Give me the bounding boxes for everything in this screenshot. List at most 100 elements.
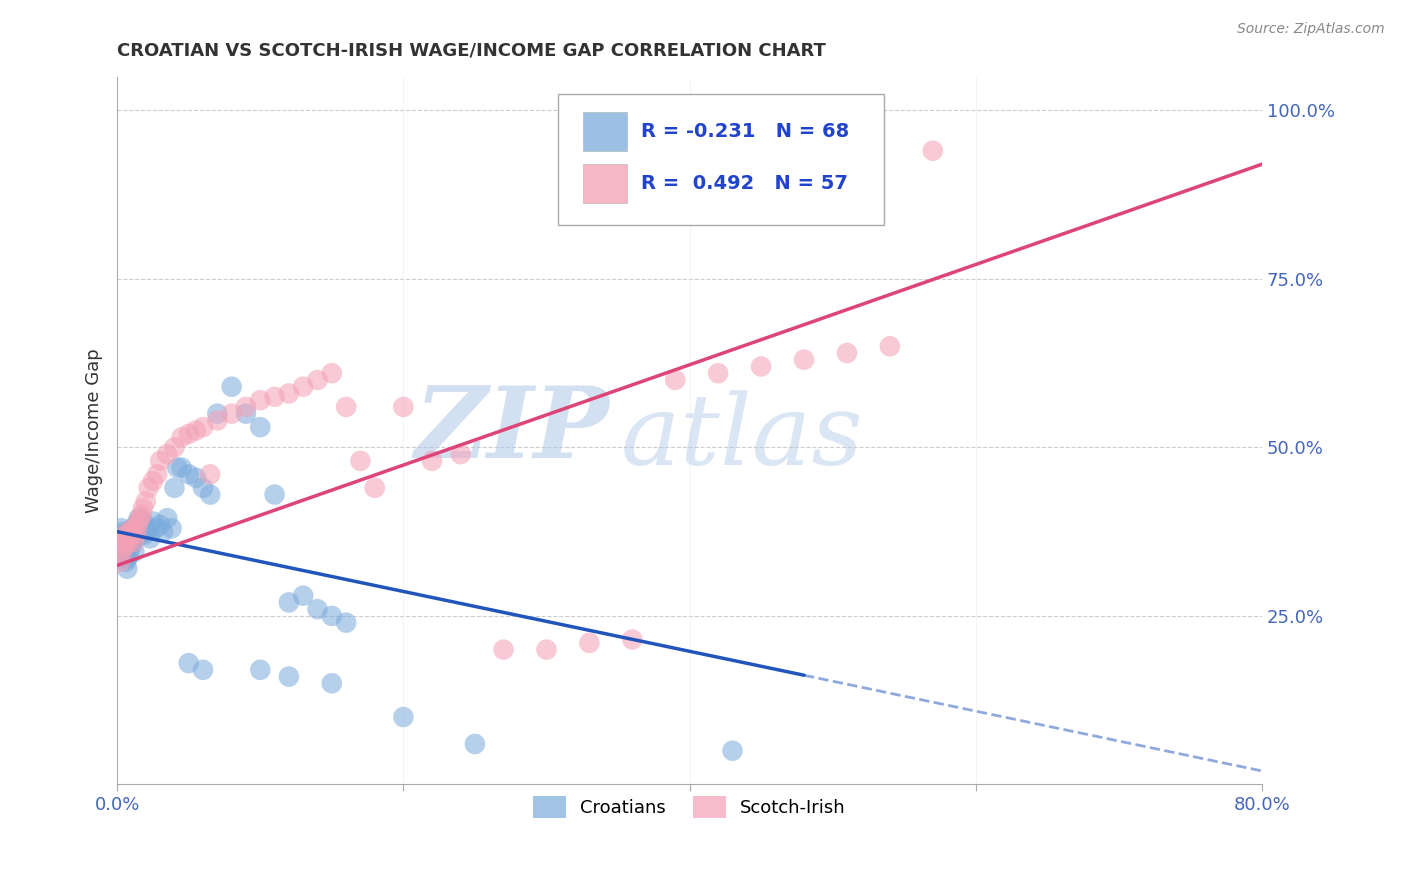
Text: atlas: atlas (621, 390, 863, 485)
Point (420, 454, 443, 468)
Point (921, 144, 943, 158)
Point (835, 346, 858, 360)
Point (249, 420, 271, 434)
Point (120, 541, 142, 556)
Point (115, 562, 138, 576)
Point (121, 538, 143, 552)
Point (117, 524, 139, 539)
Point (134, 528, 156, 542)
Point (115, 551, 138, 566)
Point (110, 548, 132, 562)
Point (235, 400, 257, 414)
Point (117, 524, 139, 539)
Point (132, 515, 155, 529)
Point (127, 524, 149, 539)
Point (124, 545, 146, 559)
Point (307, 373, 329, 387)
Point (321, 676, 343, 690)
Point (121, 528, 143, 542)
Point (166, 460, 188, 475)
Point (114, 534, 136, 549)
Point (149, 517, 172, 532)
Text: CROATIAN VS SCOTCH-IRISH WAGE/INCOME GAP CORRELATION CHART: CROATIAN VS SCOTCH-IRISH WAGE/INCOME GAP… (117, 42, 827, 60)
Text: R = -0.231   N = 68: R = -0.231 N = 68 (641, 122, 849, 141)
FancyBboxPatch shape (558, 95, 884, 226)
Point (117, 534, 139, 549)
Point (191, 481, 214, 495)
Point (108, 528, 131, 542)
Point (321, 608, 343, 623)
Text: R =  0.492   N = 57: R = 0.492 N = 57 (641, 174, 848, 193)
Point (879, 339, 901, 353)
Text: Source: ZipAtlas.com: Source: ZipAtlas.com (1237, 22, 1385, 37)
Point (249, 663, 271, 677)
Point (191, 420, 214, 434)
Point (664, 373, 686, 387)
Point (122, 521, 145, 535)
Point (117, 534, 139, 549)
Point (138, 481, 160, 495)
Point (364, 481, 387, 495)
Point (184, 471, 207, 485)
Point (125, 517, 148, 532)
Point (198, 487, 221, 501)
Point (492, 642, 515, 657)
Point (145, 521, 167, 535)
Point (139, 532, 162, 546)
Point (793, 352, 815, 367)
Legend: Croatians, Scotch-Irish: Croatians, Scotch-Irish (526, 789, 853, 825)
Point (110, 532, 132, 546)
Point (120, 528, 142, 542)
Point (124, 534, 146, 549)
Point (292, 380, 315, 394)
Point (749, 359, 772, 374)
Point (163, 481, 186, 495)
Point (277, 386, 299, 401)
Point (115, 541, 138, 556)
Point (198, 467, 221, 482)
Point (277, 595, 299, 609)
Point (307, 602, 329, 616)
Point (112, 538, 135, 552)
Point (125, 528, 148, 542)
Point (131, 508, 153, 522)
Point (128, 521, 150, 535)
Point (128, 515, 150, 529)
Point (138, 521, 160, 535)
Point (120, 532, 142, 546)
Point (335, 400, 357, 414)
Point (221, 380, 243, 394)
Point (110, 521, 132, 535)
Point (263, 390, 285, 404)
Point (135, 494, 157, 508)
Point (177, 656, 200, 670)
Point (249, 393, 271, 408)
Point (114, 545, 136, 559)
Point (129, 511, 152, 525)
Point (177, 426, 200, 441)
Point (111, 541, 134, 556)
Point (184, 424, 207, 438)
Point (111, 541, 134, 556)
Point (207, 407, 229, 421)
Point (115, 532, 138, 546)
Point (108, 555, 131, 569)
Point (146, 467, 169, 482)
Text: ZIP: ZIP (415, 383, 609, 479)
Point (621, 632, 644, 647)
Point (156, 511, 179, 525)
Point (536, 642, 558, 657)
Point (149, 454, 172, 468)
Point (117, 548, 139, 562)
Point (292, 589, 315, 603)
Point (131, 517, 153, 532)
Point (207, 413, 229, 427)
FancyBboxPatch shape (583, 112, 627, 151)
Point (129, 528, 152, 542)
Point (135, 524, 157, 539)
Point (464, 737, 486, 751)
Point (152, 524, 174, 539)
Point (114, 555, 136, 569)
Point (160, 521, 183, 535)
Point (156, 447, 179, 461)
